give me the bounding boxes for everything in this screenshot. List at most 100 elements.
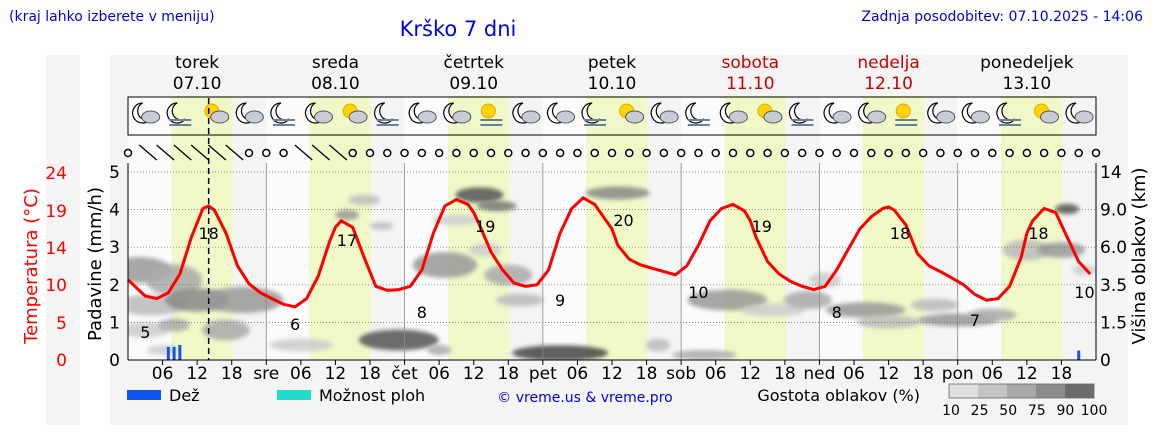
x-tick-label: 06 xyxy=(290,364,312,384)
credit-link[interactable]: © vreme.us & vreme.pro xyxy=(497,390,672,406)
location-hint[interactable]: (kraj lahko izberete v meniju) xyxy=(9,9,215,25)
cloud-height-tick-label: 9.0 xyxy=(1100,201,1127,221)
temp-tick-label: 5 xyxy=(56,314,67,334)
cloud-patch xyxy=(512,345,609,360)
temp-tick-label: 0 xyxy=(56,351,67,371)
day-date: 13.10 xyxy=(1003,74,1052,94)
calm-wind-circle xyxy=(262,148,271,158)
cloud-patch xyxy=(646,338,671,352)
cloud-icon xyxy=(417,110,437,124)
rain-bar xyxy=(166,346,170,360)
calm-wind-circle xyxy=(1005,148,1014,158)
cloud-icon xyxy=(1040,110,1059,124)
calm-wind-circle xyxy=(607,148,617,158)
day-name: nedelja xyxy=(857,53,919,73)
calm-wind-circle xyxy=(486,148,496,158)
cloud-icon xyxy=(728,110,748,124)
cloud-icon xyxy=(832,110,852,124)
precip-tick-label: 2 xyxy=(109,276,120,296)
x-tick-label: 12 xyxy=(186,364,208,384)
calm-wind-circle xyxy=(728,148,738,158)
x-tick-label: 12 xyxy=(878,364,900,384)
density-tick-label: 10 xyxy=(942,403,960,419)
cloud-patch xyxy=(146,344,179,356)
legend-rain-label: Dež xyxy=(169,386,200,405)
fog-icon xyxy=(272,119,295,121)
calm-wind-circle xyxy=(797,148,807,158)
calm-wind-circle xyxy=(244,148,254,158)
wind-barb xyxy=(329,144,348,161)
calm-wind-circle xyxy=(590,148,599,158)
calm-wind-circle xyxy=(123,148,133,158)
cloud-patch xyxy=(268,338,333,352)
day-date: 12.10 xyxy=(864,74,913,94)
calm-wind-circle xyxy=(936,148,945,158)
cloud-icon xyxy=(141,110,161,124)
weather-icon xyxy=(132,102,161,124)
x-tick-label: 06 xyxy=(843,364,865,384)
weather-icon xyxy=(304,102,333,124)
fog-icon xyxy=(480,119,503,121)
precip-axis-title: Padavine (mm/h) xyxy=(85,187,106,341)
calm-wind-circle xyxy=(469,148,478,158)
fog-icon xyxy=(791,119,814,121)
cloud-height-tick-label: 14 xyxy=(1100,163,1122,183)
density-tick-label: 90 xyxy=(1056,403,1074,419)
calm-wind-circle xyxy=(400,148,409,158)
calm-wind-circle xyxy=(452,148,461,158)
day-date: 09.10 xyxy=(449,74,498,94)
density-tick-label: 100 xyxy=(1081,403,1108,419)
sun-icon xyxy=(895,103,911,119)
temp-value-label: 6 xyxy=(290,315,300,334)
x-tick-label: 18 xyxy=(774,364,796,384)
fog-icon xyxy=(584,119,607,121)
calm-wind-circle xyxy=(521,148,530,158)
temp-value-label: 17 xyxy=(337,231,357,250)
density-swatch xyxy=(1007,384,1036,398)
weather-icon xyxy=(166,102,192,126)
calm-wind-circle xyxy=(1022,148,1032,158)
x-tick-label: 18 xyxy=(221,364,243,384)
cloud-patch xyxy=(432,214,481,226)
temp-value-label: 19 xyxy=(752,217,772,236)
day-name: petek xyxy=(588,53,636,73)
calm-wind-circle xyxy=(676,148,686,158)
weather-icon xyxy=(823,102,852,124)
precip-tick-label: 1 xyxy=(109,313,120,333)
cloud-height-tick-label: 6.0 xyxy=(1100,238,1127,258)
day-name: torek xyxy=(175,53,219,73)
fog-icon xyxy=(376,119,399,121)
cloud-patch xyxy=(476,200,517,212)
fog-icon xyxy=(998,124,1021,126)
temperature-line xyxy=(126,195,1092,309)
calm-wind-circle xyxy=(573,148,582,158)
calm-wind-circle xyxy=(538,148,548,158)
weather-icon xyxy=(650,102,679,124)
cloud-height-tick-label: 1.5 xyxy=(1100,313,1127,333)
legend: Dež Možnost ploh © vreme.us & vreme.pro … xyxy=(127,383,1108,419)
x-tick-label: pet xyxy=(529,364,557,384)
calm-wind-circle xyxy=(365,148,375,158)
precip-tick-label: 4 xyxy=(109,201,120,221)
cloud-patch xyxy=(783,290,832,310)
sun-icon xyxy=(480,103,496,119)
x-tick-label: 06 xyxy=(705,364,727,384)
rain-bar xyxy=(178,344,182,360)
density-tick-label: 75 xyxy=(1028,403,1046,419)
fog-icon xyxy=(895,124,918,126)
calm-wind-circle xyxy=(1057,148,1066,158)
calm-wind-circle xyxy=(918,148,928,158)
wind-barb xyxy=(208,144,227,161)
temp-value-label: 18 xyxy=(1028,224,1048,243)
x-tick-label: 18 xyxy=(497,364,519,384)
wind-barb xyxy=(294,144,313,161)
calm-wind-circle xyxy=(659,148,669,158)
x-tick-label: 18 xyxy=(912,364,934,384)
density-swatch xyxy=(1036,384,1065,398)
temp-value-label: 18 xyxy=(890,224,910,243)
cloud-icon xyxy=(1074,110,1094,124)
night-band xyxy=(542,96,587,360)
temp-value-label: 7 xyxy=(970,311,980,330)
